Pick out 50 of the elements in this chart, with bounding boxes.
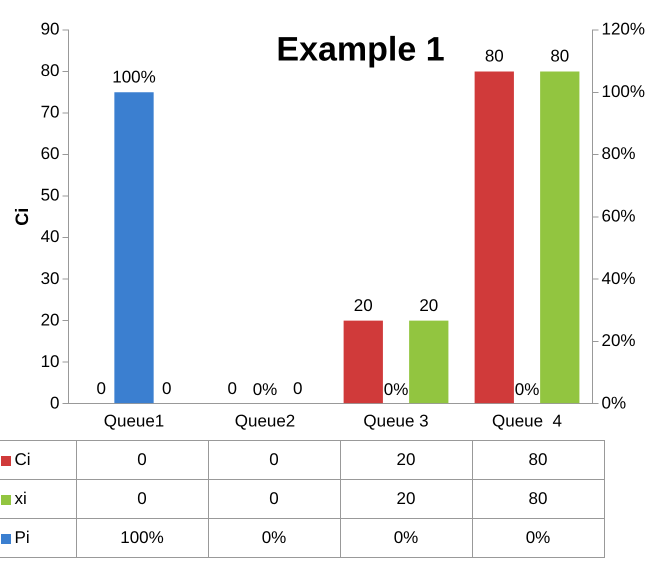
text: 0 [228,378,237,398]
data-label: 0 [208,480,340,518]
y-tick-label: 20 [40,310,60,330]
y-tick-label: 80 [40,61,60,80]
y-tick-label: 40 [40,227,60,246]
y-tick-label: 10 [40,352,60,371]
y-tick-label: 0 [50,393,60,412]
y-tick-label: 60 [40,144,60,164]
text: 0 [293,378,302,398]
data-label: 0% [472,518,604,558]
data-label: 0 [208,440,340,480]
chart-title: Example 1 [276,30,445,68]
y2-tick-label: 0% [602,393,626,412]
y-axis-title: Ci [12,208,32,226]
y-tick-label: 70 [40,102,60,122]
data-label: 20 [340,440,472,480]
text: 0% [252,380,278,399]
y2-tick-label: 60% [602,206,636,226]
x-tick-label: Queue2 [234,411,296,430]
y2-tick-label: 80% [602,144,636,164]
data-label: 20 [340,480,472,518]
y-tick-label: 30 [40,268,60,288]
x-tick-label: Queue 4 [492,411,562,430]
data-label: 0 [76,440,208,480]
y2-tick-label: 40% [602,268,636,288]
text: 80 [550,46,570,66]
text: 20 [354,296,373,315]
text: 0% [514,380,540,399]
y2-tick-label: 20% [602,331,636,350]
text: 100% [112,67,156,86]
x-tick-label: Queue1 [104,411,164,430]
text: 0 [96,378,106,398]
data-label: 0 [76,480,208,518]
text: 20 [419,296,438,315]
y-tick-label: 50 [40,186,60,205]
y2-tick-label: 100% [602,82,646,101]
text: 0% [384,380,408,399]
data-label: 100% [76,518,208,558]
legend-label: xi [0,480,76,518]
text: 80 [484,46,504,66]
data-label: 0% [340,518,472,558]
y2-tick-label: 120% [602,20,646,39]
legend-label: Ci [0,440,76,480]
y-tick-label: 90 [40,20,60,39]
x-tick-label: Queue 3 [363,411,429,430]
data-label: 0% [208,518,340,558]
text: 0 [162,378,172,398]
legend-label: Pi [0,518,76,558]
data-label: 80 [472,440,604,480]
data-label: 80 [472,480,604,518]
